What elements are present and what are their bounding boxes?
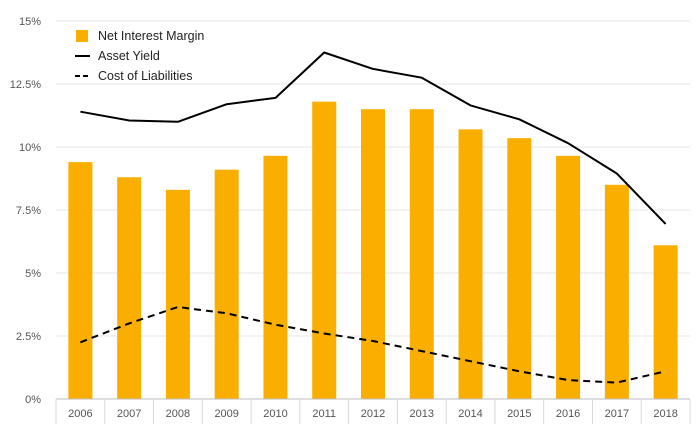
y-tick-label: 5% [25, 268, 41, 280]
bar [507, 138, 532, 399]
legend-swatch [76, 30, 88, 42]
bar [361, 109, 385, 399]
cost-of-liabilities-line [80, 306, 666, 384]
y-tick-label: 7.5% [16, 205, 41, 217]
bar [653, 245, 678, 399]
bar-series [68, 101, 678, 400]
bar [165, 189, 190, 399]
y-tick-label: 12.5% [10, 79, 41, 91]
bar [263, 155, 288, 399]
x-tick-label: 2009 [214, 408, 238, 420]
x-tick-label: 2018 [653, 408, 677, 420]
bar [117, 177, 142, 399]
bar [604, 184, 629, 399]
bar [312, 101, 337, 399]
bar [409, 109, 434, 399]
x-tick-label: 2016 [556, 408, 580, 420]
legend-label: Asset Yield [98, 49, 160, 63]
bar [214, 169, 239, 399]
x-tick-label: 2015 [507, 408, 531, 420]
x-tick-label: 2017 [605, 408, 629, 420]
x-tick-label: 2013 [410, 408, 434, 420]
bar [458, 129, 483, 400]
legend: Net Interest Margin Asset Yield Cost of Li… [75, 29, 204, 83]
legend-label: Net Interest Margin [98, 29, 204, 43]
bar [68, 162, 93, 399]
bar [556, 155, 581, 399]
legend-label: Cost of Liabilities [98, 69, 193, 83]
line-series [80, 51, 667, 384]
x-tick-label: 2008 [166, 408, 190, 420]
x-tick-label: 2014 [458, 408, 482, 420]
x-tick-label: 2011 [312, 408, 336, 420]
x-tick-label: 2012 [361, 408, 385, 420]
y-tick-label: 10% [19, 142, 41, 154]
x-tick-label: 2007 [117, 408, 141, 420]
y-tick-label: 15% [19, 16, 41, 28]
y-tick-label: 2.5% [16, 331, 41, 343]
asset-yield-line [80, 51, 667, 225]
y-tick-label: 0% [25, 394, 41, 406]
axes: 0% 2.5% 5% 7.5% 10% 12.5% 15% 2006 2007 2008 2009 2… [10, 16, 691, 424]
x-tick-label: 2006 [68, 408, 92, 420]
x-tick-label: 2010 [263, 408, 287, 420]
